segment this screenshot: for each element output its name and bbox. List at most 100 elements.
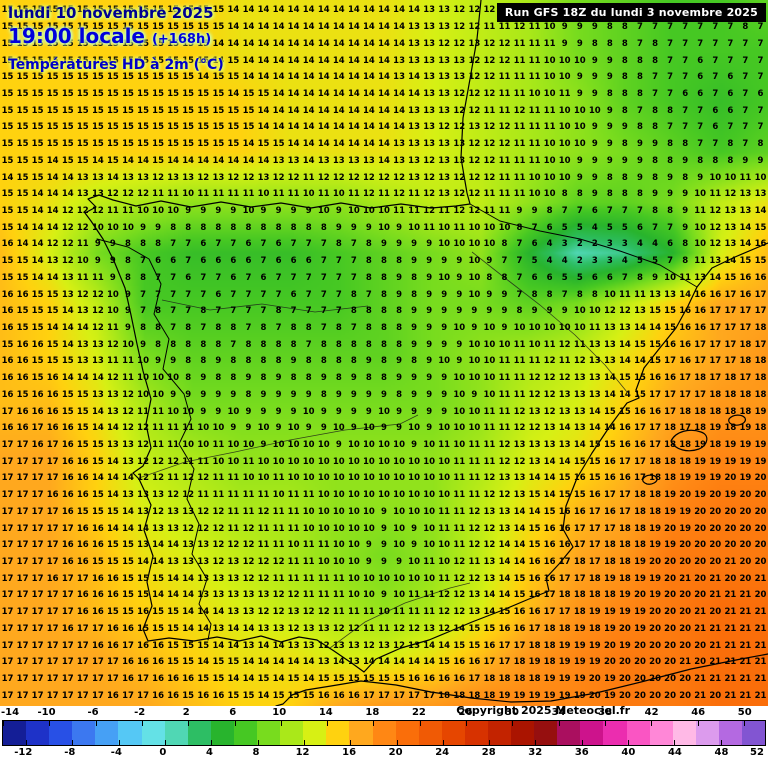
- temp-value: 14: [332, 55, 345, 66]
- temp-value: 15: [31, 105, 44, 116]
- temp-value: 8: [621, 55, 628, 66]
- temp-value: 17: [709, 305, 722, 316]
- temp-value: 5: [576, 222, 583, 233]
- temp-value: 21: [724, 673, 737, 684]
- temp-value: 9: [426, 322, 433, 333]
- temp-value: 19: [634, 556, 646, 567]
- temp-value: 17: [46, 623, 59, 634]
- temp-value: 13: [122, 439, 134, 450]
- temp-value: 13: [227, 606, 240, 617]
- temp-value: 17: [16, 439, 29, 450]
- temp-value: 10: [393, 539, 406, 550]
- temp-value: 10: [438, 356, 451, 367]
- temp-value: 7: [621, 272, 628, 283]
- temp-value: 17: [31, 523, 44, 534]
- temp-value: 8: [350, 305, 357, 316]
- temp-value: 13: [483, 573, 496, 584]
- temp-value: 14: [152, 539, 165, 550]
- temp-value: 9: [591, 88, 598, 99]
- temp-value: 7: [245, 272, 252, 283]
- colorbar-cell: [464, 721, 488, 745]
- temp-value: 13: [453, 138, 466, 149]
- temp-value: 19: [649, 523, 662, 534]
- temp-value: 13: [739, 205, 752, 216]
- temp-value: 11: [317, 539, 330, 550]
- temp-value: 21: [709, 656, 722, 667]
- temp-value: 11: [513, 172, 526, 183]
- colorbar-tick-label: 36: [574, 747, 589, 758]
- temp-value: 15: [31, 88, 44, 99]
- temp-value: 16: [573, 473, 586, 484]
- temp-value: 15: [122, 71, 134, 82]
- temp-value: 14: [543, 489, 556, 500]
- temp-value: 16: [76, 556, 89, 567]
- temp-value: 9: [305, 389, 312, 400]
- temp-value: 12: [453, 556, 466, 567]
- colorbar-cell: [395, 721, 419, 745]
- temp-value: 12: [468, 21, 481, 32]
- temp-value: 18: [709, 439, 722, 450]
- temp-value: 17: [634, 473, 646, 484]
- temp-value: 17: [754, 339, 767, 350]
- temp-value: 16: [106, 640, 119, 651]
- temp-value: 8: [396, 255, 403, 266]
- temp-value: 8: [411, 289, 418, 300]
- temp-value: 10: [573, 122, 586, 133]
- temp-value: 12: [378, 172, 390, 183]
- colorbar-cell: [303, 721, 327, 745]
- temp-value: 17: [46, 506, 59, 517]
- temp-value: 13: [242, 640, 255, 651]
- colorbar-tick-label: 52: [750, 747, 764, 758]
- temp-value: 8: [230, 322, 237, 333]
- temp-value: 11: [408, 205, 421, 216]
- temp-value: 20: [664, 573, 677, 584]
- temp-value: 13: [393, 155, 406, 166]
- colorbar-cell: [118, 721, 142, 745]
- temp-value: 12: [242, 539, 255, 550]
- temp-value: 14: [46, 222, 59, 233]
- temp-value: 15: [1, 205, 14, 216]
- temp-value: 10: [528, 339, 541, 350]
- temp-value: 8: [335, 339, 342, 350]
- temp-value: 13: [603, 322, 616, 333]
- temp-value: 19: [603, 690, 616, 701]
- temp-value: 19: [528, 690, 541, 701]
- temp-value: 19: [513, 690, 526, 701]
- temp-value: 17: [1, 539, 14, 550]
- temp-value: 17: [709, 339, 722, 350]
- temp-value: 12: [137, 422, 150, 433]
- temp-value: 16: [137, 606, 150, 617]
- temp-value: 11: [76, 272, 89, 283]
- temp-value: 15: [634, 372, 646, 383]
- temp-value: 10: [272, 489, 285, 500]
- temp-value: 4: [652, 239, 659, 250]
- temp-value: 9: [486, 305, 493, 316]
- temp-value: 21: [739, 606, 752, 617]
- temp-value: 9: [365, 539, 372, 550]
- temp-value: 10: [543, 322, 556, 333]
- temp-value: 9: [426, 239, 433, 250]
- temp-value: 17: [573, 523, 586, 534]
- temp-value: 11: [408, 188, 421, 199]
- temp-value: 6: [290, 289, 297, 300]
- temp-value: 15: [227, 690, 240, 701]
- temp-value: 14: [317, 88, 330, 99]
- temp-value: 7: [140, 289, 147, 300]
- temp-value: 8: [396, 305, 403, 316]
- temp-value: 14: [287, 5, 300, 16]
- temp-value: 12: [453, 5, 466, 16]
- colorbar-tick: [303, 740, 305, 745]
- temp-value: 20: [618, 656, 631, 667]
- temp-value: 14: [242, 38, 255, 49]
- temp-value: 14: [393, 38, 406, 49]
- temp-value: 12: [362, 172, 375, 183]
- temp-value: 15: [664, 305, 677, 316]
- temp-value: 15: [31, 305, 44, 316]
- temp-value: 12: [724, 188, 737, 199]
- temp-value: 15: [137, 122, 150, 133]
- temp-value: 20: [694, 640, 707, 651]
- temp-value: 17: [31, 556, 44, 567]
- temp-value: 9: [215, 406, 222, 417]
- temp-value: 17: [31, 456, 44, 467]
- temp-value: 16: [46, 406, 59, 417]
